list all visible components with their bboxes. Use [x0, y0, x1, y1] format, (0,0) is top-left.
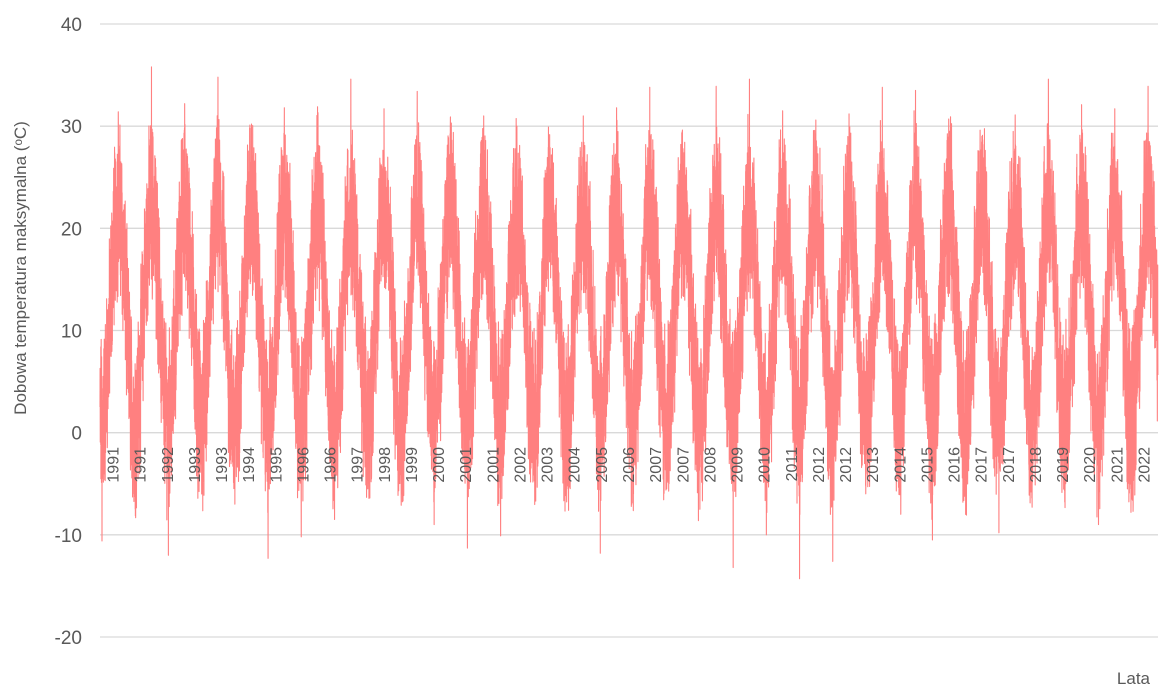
- x-axis-title: Lata: [1117, 669, 1151, 688]
- x-tick-label: 2005: [594, 447, 611, 483]
- x-tick-label: 1999: [404, 447, 421, 483]
- x-tick-label: 1992: [160, 447, 177, 483]
- x-tick-label: 2018: [1028, 447, 1045, 483]
- x-tick-label: 2001: [458, 447, 475, 483]
- x-tick-label: 2003: [540, 447, 557, 483]
- series-layer: [99, 66, 1159, 580]
- x-tick-label: 2014: [892, 447, 909, 483]
- y-tick-label: 0: [71, 424, 82, 445]
- x-tick-label: 2002: [512, 447, 529, 483]
- x-tick-label: 2011: [784, 447, 801, 482]
- x-tick-label: 2017: [1001, 447, 1018, 483]
- x-tick-label: 2019: [1055, 447, 1072, 483]
- x-tick-label: 1996: [323, 447, 340, 483]
- x-tick-label: 1997: [350, 447, 367, 483]
- x-tick-label: 1998: [377, 447, 394, 483]
- temperature-series-line: [99, 66, 1159, 580]
- x-tick-label: 2016: [947, 447, 964, 483]
- x-tick-label: 2012: [838, 447, 855, 483]
- y-tick-label: -10: [55, 526, 82, 547]
- x-tick-label: 2012: [811, 447, 828, 483]
- x-tick-label: 2007: [648, 447, 665, 483]
- x-tick-label: 2022: [1136, 447, 1153, 483]
- x-tick-label: 2015: [919, 447, 936, 483]
- y-tick-label: -20: [55, 628, 82, 649]
- y-tick-label: 40: [61, 15, 82, 36]
- x-tick-label: 2006: [621, 447, 638, 483]
- y-tick-label: 30: [61, 117, 82, 138]
- x-tick-label: 2010: [757, 447, 774, 483]
- y-axis-title: Dobowa temperatura maksymalna (ᵒC): [11, 121, 30, 415]
- y-tick-label: 20: [61, 219, 82, 240]
- x-tick-label: 1995: [268, 447, 285, 483]
- x-tick-label: 2008: [702, 447, 719, 483]
- x-tick-label: 2004: [567, 447, 584, 483]
- x-tick-label: 1991: [106, 447, 123, 483]
- x-tick-label: 2021: [1109, 447, 1126, 483]
- x-axis-ticks: 1991 1991 1992 1993 1993 1994 1995 1996 1996 1997…: [106, 447, 1154, 483]
- x-tick-label: 1996: [295, 447, 312, 483]
- x-tick-label: 2000: [431, 447, 448, 483]
- x-tick-label: 2007: [675, 447, 692, 483]
- x-tick-label: 1993: [214, 447, 231, 483]
- x-tick-label: 2020: [1082, 447, 1099, 483]
- x-tick-label: 2009: [730, 447, 747, 483]
- x-tick-label: 2013: [865, 447, 882, 483]
- x-tick-label: 1993: [187, 447, 204, 483]
- x-tick-label: 1994: [241, 447, 258, 483]
- x-tick-label: 1991: [133, 447, 150, 483]
- y-tick-label: 10: [61, 322, 82, 343]
- x-tick-label: 2017: [974, 447, 991, 483]
- x-tick-label: 2001: [485, 447, 502, 483]
- y-axis-ticks: 40 30 20 10 0 -10 -20: [55, 15, 82, 649]
